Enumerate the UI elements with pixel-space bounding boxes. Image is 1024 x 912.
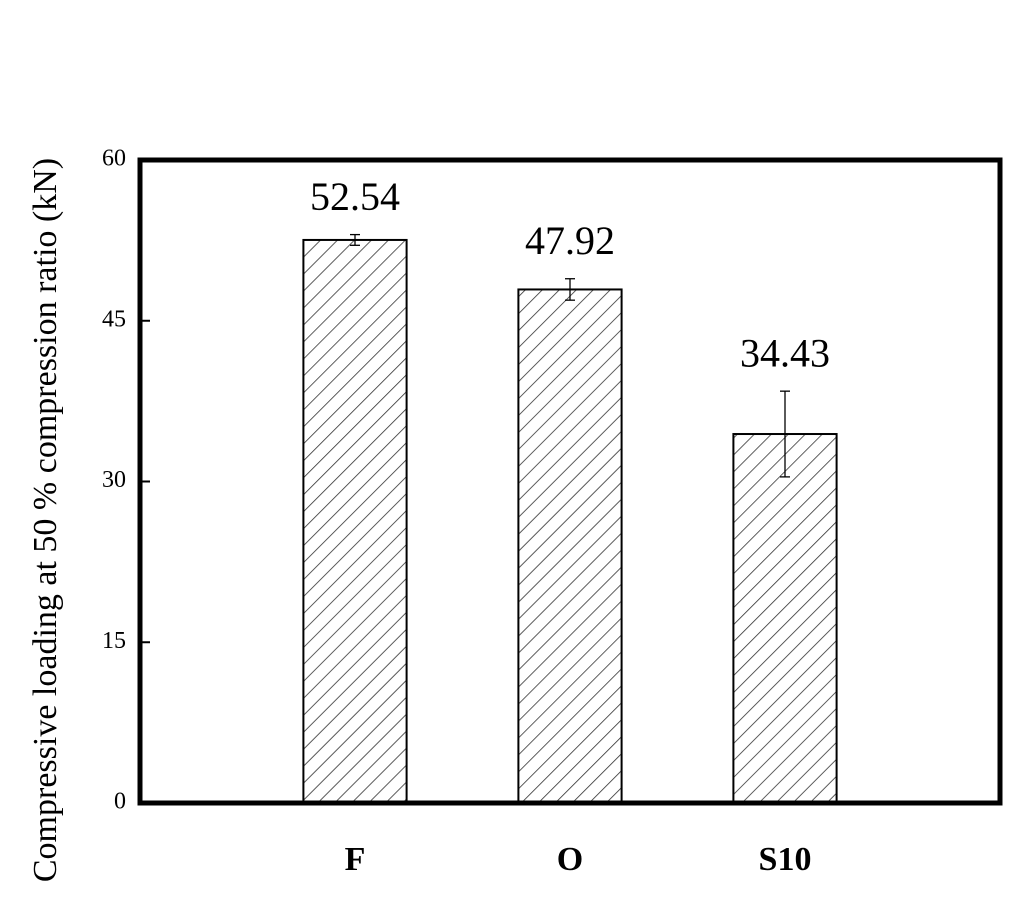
- x-tick-label: O: [557, 841, 583, 878]
- bar: [517, 288, 623, 804]
- plot-frame: [137, 157, 1003, 806]
- y-tick-label: 45: [102, 306, 126, 332]
- value-label: 34.43: [740, 330, 830, 375]
- bar: [302, 238, 408, 804]
- value-label: 52.54: [310, 174, 400, 219]
- y-tick-label: 30: [102, 467, 126, 493]
- value-label: 47.92: [525, 218, 615, 263]
- x-tick-label: F: [345, 841, 366, 878]
- y-tick-label: 0: [114, 789, 126, 815]
- x-tick-label: S10: [759, 841, 812, 878]
- bar: [732, 433, 838, 804]
- y-tick-label: 60: [102, 146, 126, 172]
- y-tick-label: 15: [102, 628, 126, 654]
- y-axis-label: Compressive loading at 50 % compression …: [27, 158, 64, 882]
